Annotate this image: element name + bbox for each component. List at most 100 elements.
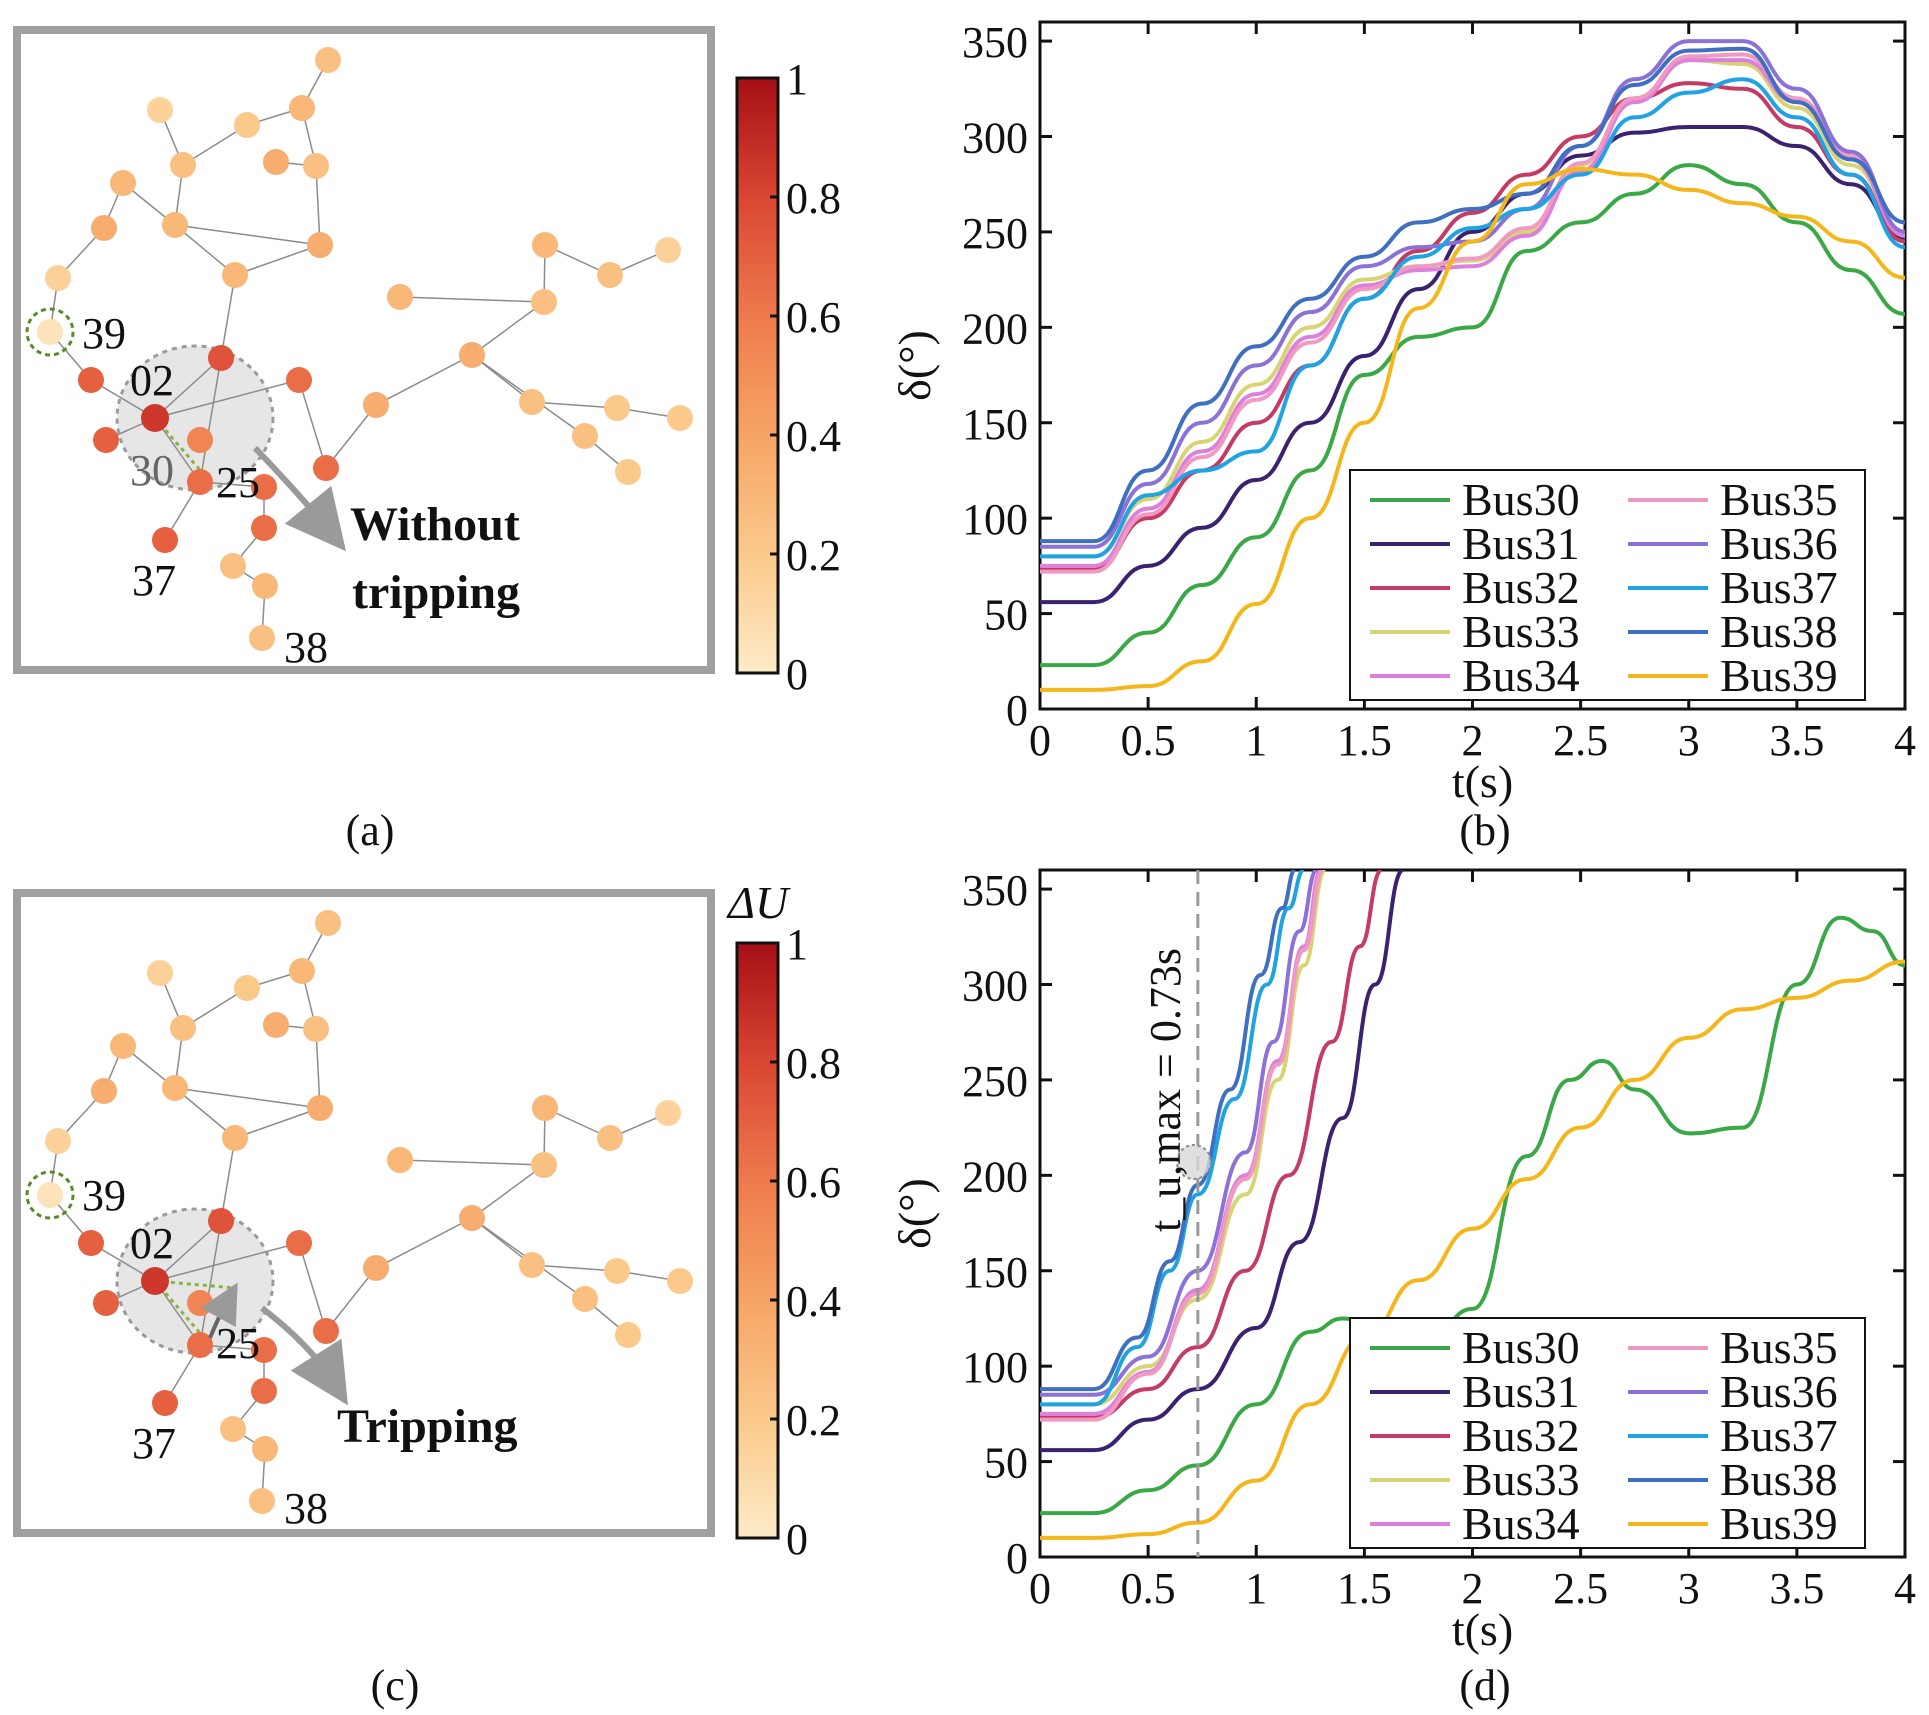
bus-node [286,1230,312,1256]
network-edge [298,379,327,469]
network-edge [174,1087,236,1139]
x-axis-label: t(s) [1452,1604,1513,1655]
annotation-line-1-c: Tripping [337,1400,518,1453]
bus-node [110,170,136,196]
x-axis-label: t(s) [1452,756,1513,807]
series-line-bus32 [1040,81,1905,572]
colorbar-title: ΔU [726,877,791,928]
bus-node [303,1016,329,1042]
bus-node [91,215,117,241]
bus-node [286,367,312,393]
bus-node [110,1033,136,1059]
bus-node [187,1332,213,1358]
legend-label: Bus38 [1720,606,1838,657]
bus39-highlight [25,307,75,357]
network-edge [325,404,377,469]
series-group [1040,39,1905,692]
node-label-38: 38 [284,1484,328,1533]
colorbar-tick-label: 0.4 [786,1277,841,1326]
network-edge [154,1242,300,1282]
x-tick-label: 0.5 [1121,716,1176,765]
node-label-37: 37 [132,556,176,605]
bus-node [252,1436,278,1462]
network-edge [325,1267,377,1332]
bus-node [615,459,641,485]
network-edge [531,1264,618,1272]
transition-arrow-c [260,1305,348,1406]
node-label-02: 02 [130,356,174,405]
node-label-38: 38 [284,623,328,672]
x-tick-label: 3 [1678,716,1700,765]
bus-node [572,1286,598,1312]
y-tick-label: 350 [962,18,1028,67]
bus-node [315,47,341,73]
network-edge [315,1028,321,1109]
fault-region [115,344,275,492]
node-label-25: 25 [216,458,260,507]
y-tick-label: 200 [962,1152,1028,1201]
bus-node [170,152,196,178]
colorbar-tick-label: 0.6 [786,1158,841,1207]
legend-label: Bus30 [1462,474,1580,525]
y-tick-label: 50 [984,591,1028,640]
series-line-bus31 [1040,870,1405,1453]
network-edge [154,379,300,419]
bus-node [170,1015,196,1041]
bus-node [249,1488,275,1514]
bus-node [252,573,278,599]
series-line-bus38 [1040,46,1905,544]
panel-c: 39 02 25 37 38 Tripping (c) [13,889,715,1710]
bus-node [208,1208,234,1234]
y-tick-label: 300 [962,962,1028,1011]
x-tick-label: 4 [1894,716,1916,765]
time-marker-point [1175,1143,1212,1180]
legend-box [1349,1317,1866,1549]
bus-node [234,112,260,138]
legend-box [1349,469,1866,701]
bus-node [307,232,333,258]
panel-caption-c: (c) [371,1661,420,1710]
bus-node [604,1258,630,1284]
y-tick-label: 350 [962,866,1028,915]
network-edge [375,1217,473,1269]
bus-node [655,237,681,263]
y-tick-label: 250 [962,209,1028,258]
network-edge [220,274,236,359]
y-tick-label: 150 [962,1248,1028,1297]
bus-node [532,1095,558,1121]
annotation-line-1-a: Without [350,498,520,551]
x-tick-label: 0 [1029,1564,1051,1613]
network-edge [399,296,545,303]
bus-node [263,1012,289,1038]
colorbar-tick-label: 0.2 [786,1396,841,1445]
colorbar-tick-label: 1 [786,920,808,969]
network-edge [174,224,321,246]
x-tick-label: 1.5 [1337,1564,1392,1613]
x-tick-label: 2 [1462,1564,1484,1613]
x-tick-label: 2.5 [1553,716,1608,765]
network-graph-c [25,910,693,1514]
network-edge [174,224,236,276]
x-tick-label: 2 [1462,716,1484,765]
x-tick-label: 1.5 [1337,716,1392,765]
y-axis-label: δ(°) [889,330,940,401]
panel-a: 39 02 30 25 37 38 Without tripping (a) [13,26,715,855]
bus-node [141,404,169,432]
node-label-02: 02 [130,1219,174,1268]
y-tick-label: 0 [1006,1534,1028,1583]
bus-node [141,1267,169,1295]
bus-node [303,153,329,179]
colorbar-tick-label: 0 [786,1515,808,1564]
bus-node [307,1095,333,1121]
bus-node [519,1252,545,1278]
bus-node [234,975,260,1001]
series-group [1040,870,1905,1540]
bus-node [45,265,71,291]
y-tick-label: 200 [962,304,1028,353]
bus-node [459,342,485,368]
colorbar-gradient-c [735,941,780,1540]
node-label-39: 39 [82,309,126,358]
bus-node [45,1128,71,1154]
legend-label: Bus37 [1720,562,1838,613]
y-tick-label: 0 [1006,686,1028,735]
